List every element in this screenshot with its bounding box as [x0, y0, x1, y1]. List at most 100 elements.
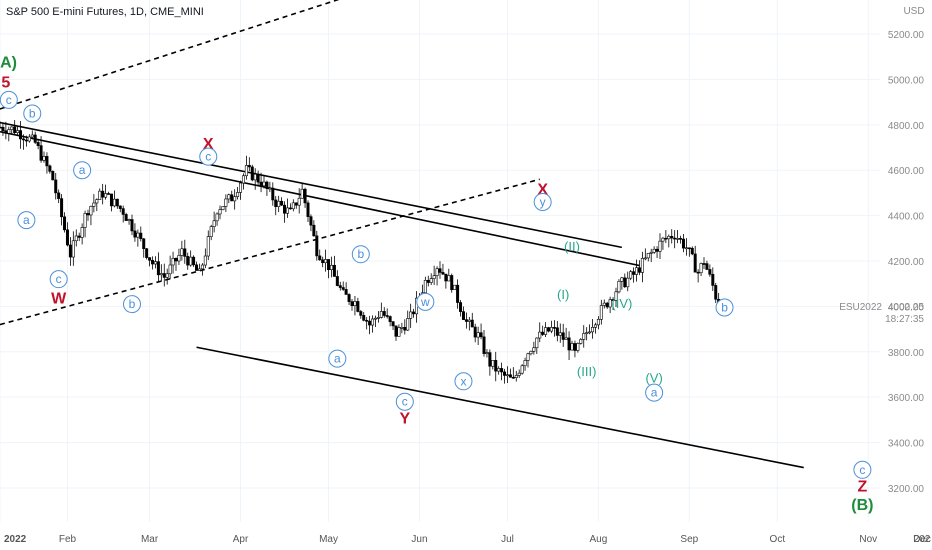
- candle: [206, 236, 210, 257]
- candle: [0, 126, 2, 129]
- wave-label-circle: [715, 298, 734, 317]
- candle: [318, 255, 322, 261]
- wave-label: w: [420, 295, 430, 309]
- candle: [247, 165, 251, 168]
- candle: [189, 256, 193, 266]
- candle: [444, 273, 448, 282]
- candle: [359, 311, 363, 316]
- candle: [362, 315, 366, 321]
- wave-label: y: [540, 195, 546, 209]
- candle: [186, 256, 190, 266]
- candle: [676, 238, 680, 240]
- wave-label: b: [721, 301, 728, 315]
- price-tag-value: 4002.25: [888, 302, 925, 313]
- wave-label: b: [357, 247, 364, 261]
- wave-label-circle: [49, 270, 68, 289]
- wave-label-circle: [123, 295, 141, 314]
- wave-label: Z: [858, 479, 868, 496]
- wave-label: (V): [645, 371, 662, 386]
- candle: [649, 251, 653, 254]
- wave-label: (IV): [611, 296, 632, 311]
- candle: [388, 316, 392, 323]
- candle: [456, 284, 460, 303]
- x-tick-label: Sep: [680, 534, 698, 545]
- candle: [306, 202, 310, 217]
- candle: [356, 301, 360, 312]
- candle: [148, 257, 152, 261]
- candle: [368, 320, 372, 326]
- candle: [535, 337, 539, 349]
- candle: [153, 261, 157, 265]
- wave-label: 5: [1, 75, 10, 92]
- candle: [485, 352, 489, 354]
- candle: [171, 257, 175, 266]
- candle: [588, 331, 592, 334]
- x-tick-label: Dec: [913, 534, 931, 545]
- candle: [92, 202, 96, 207]
- candle: [555, 327, 559, 336]
- price-tag-countdown: 18:27:35: [885, 314, 924, 325]
- candle: [629, 271, 633, 279]
- candle: [145, 248, 149, 258]
- x-tick-label: Jun: [411, 534, 427, 545]
- candle: [412, 311, 416, 315]
- candle: [215, 213, 219, 222]
- wave-label: Y: [399, 411, 410, 428]
- candle: [491, 360, 495, 367]
- candle: [256, 173, 260, 183]
- candle: [104, 193, 108, 198]
- dashed-trend-line: [0, 178, 540, 326]
- candle: [646, 252, 650, 259]
- candle: [441, 272, 445, 275]
- candle: [162, 273, 166, 278]
- wave-label: c: [402, 395, 408, 409]
- x-tick-label: Nov: [859, 534, 877, 545]
- wave-label-circle: [199, 147, 218, 166]
- y-tick-label: 4000.00: [888, 302, 925, 313]
- candle: [180, 248, 184, 256]
- candle: [338, 285, 342, 288]
- candle: [391, 321, 395, 327]
- candle: [473, 326, 477, 338]
- wave-label: a: [23, 213, 30, 227]
- candle: [526, 353, 530, 361]
- candle: [602, 302, 606, 306]
- candle: [74, 235, 78, 242]
- candle: [582, 333, 586, 340]
- candle: [291, 202, 295, 210]
- candle: [309, 216, 313, 226]
- candle: [450, 275, 454, 291]
- candle: [426, 279, 430, 283]
- candle: [197, 268, 201, 271]
- candle: [517, 372, 521, 376]
- candle: [335, 276, 339, 286]
- candle: [218, 209, 222, 215]
- candle: [265, 181, 269, 189]
- candle: [538, 331, 542, 339]
- candle: [224, 198, 228, 207]
- candle: [101, 190, 105, 198]
- candle: [432, 275, 436, 279]
- wave-label: X: [203, 136, 214, 153]
- x-tick-label: Apr: [233, 534, 249, 545]
- candle: [608, 299, 612, 308]
- candle: [95, 199, 99, 204]
- candle: [523, 360, 527, 367]
- candle: [687, 247, 691, 250]
- candle: [165, 273, 169, 278]
- candle: [174, 257, 178, 262]
- candle: [168, 264, 172, 275]
- candle: [227, 194, 231, 200]
- candle: [54, 179, 58, 194]
- candle: [435, 268, 439, 277]
- candle: [500, 368, 504, 373]
- x-tick-label: May: [319, 534, 338, 545]
- candle: [567, 337, 571, 351]
- candle: [77, 235, 81, 238]
- candle: [640, 258, 644, 273]
- candle: [4, 130, 8, 134]
- candle: [151, 259, 155, 265]
- candle: [423, 279, 427, 294]
- candle: [27, 136, 31, 142]
